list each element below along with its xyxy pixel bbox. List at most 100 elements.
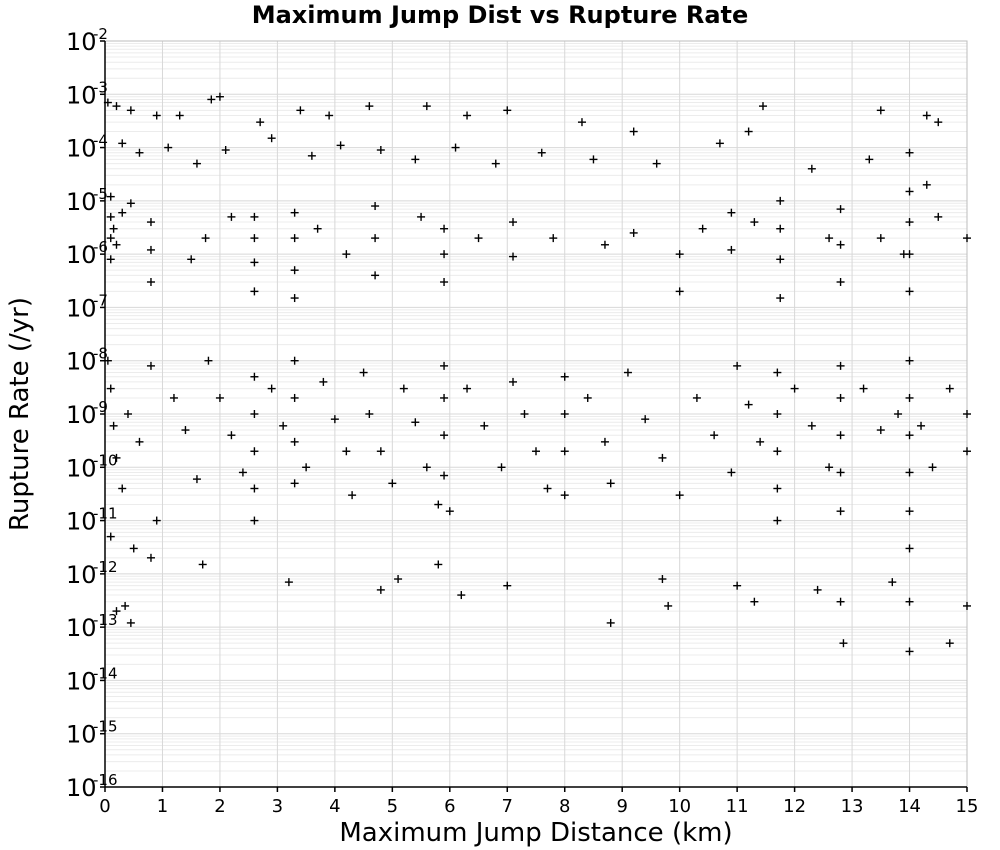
data-point [905,431,914,440]
data-point [922,180,931,189]
data-point [201,234,210,243]
data-point [250,410,259,418]
y-tick-exponent: -7 [93,291,108,309]
y-tick-label: 10 [66,135,97,163]
data-point [894,410,903,418]
x-tick-label: 13 [841,796,864,817]
y-tick-exponent: -8 [93,345,108,363]
data-point [250,212,259,221]
data-point [118,208,127,217]
data-point [181,426,190,435]
data-point [422,102,431,111]
data-point [146,278,155,287]
data-point [215,92,224,101]
data-point [135,148,144,157]
data-point [675,491,684,500]
data-point [836,431,845,440]
data-point [440,471,449,480]
x-tick-label: 2 [214,796,225,817]
data-point [905,468,914,477]
data-point [279,421,288,430]
data-point [776,294,785,303]
x-tick-label: 0 [99,796,110,817]
data-point [836,507,845,516]
x-tick-label: 11 [726,796,749,817]
data-point [169,393,178,402]
data-point [106,255,115,264]
data-point [238,468,247,477]
data-point [963,234,971,243]
data-point [698,224,707,233]
data-point [371,234,380,243]
data-point [922,111,931,120]
x-tick-label: 6 [444,796,455,817]
data-point [537,148,546,157]
data-point [750,597,759,606]
x-tick-label: 12 [783,796,806,817]
data-point [905,148,914,157]
data-point [256,118,265,127]
data-point [146,218,155,227]
data-point [106,192,115,201]
data-point [905,250,914,259]
x-axis-ticks: 0 1 2 3 4 5 6 7 8 9 10 11 12 13 14 15 [99,787,978,817]
y-tick-label: 10 [66,508,97,536]
data-point [756,437,765,446]
y-tick-label: 10 [66,721,97,749]
data-point [839,639,848,648]
y-tick-label: 10 [66,188,97,216]
data-point [445,507,454,516]
data-point [342,250,351,259]
data-point [290,266,299,275]
grid-layer [104,40,968,788]
data-point [945,384,954,393]
data-point [934,212,943,221]
data-point [497,463,506,472]
data-point [905,507,914,516]
data-point [503,581,512,590]
data-point [440,250,449,259]
data-point [790,384,799,393]
data-point [126,199,135,208]
data-point [905,597,914,606]
data-point [813,585,822,594]
data-point [250,258,259,267]
data-point [146,553,155,562]
data-point [727,468,736,477]
data-point [342,447,351,456]
data-point [509,377,518,386]
data-point [876,106,885,115]
y-axis-label: Rupture Rate (/yr) [5,297,35,531]
y-tick-exponent: -4 [93,132,108,150]
y-axis-ticks: 10-210-310-410-510-610-710-810-910-1010-… [66,25,118,802]
data-point [865,155,874,164]
data-point [905,356,914,365]
data-point [963,410,971,418]
data-point [290,356,299,365]
x-tick-label: 15 [956,796,979,817]
data-point [112,607,121,616]
data-point [365,410,374,418]
data-point [876,426,885,435]
data-point [290,294,299,303]
data-point [905,647,914,656]
data-point [629,228,638,237]
data-point [825,234,834,243]
data-point [589,155,598,164]
data-point [106,212,115,221]
data-point [692,393,701,402]
data-point [480,421,489,430]
data-point [675,287,684,296]
y-tick-label: 10 [66,294,97,322]
data-point [112,453,121,462]
data-point [106,532,115,541]
data-point [109,421,118,430]
data-point [457,591,466,600]
data-point [394,575,403,584]
data-point [290,437,299,446]
y-tick-label: 10 [66,614,97,642]
data-point [917,421,926,430]
data-point [319,377,328,386]
data-point [600,437,609,446]
